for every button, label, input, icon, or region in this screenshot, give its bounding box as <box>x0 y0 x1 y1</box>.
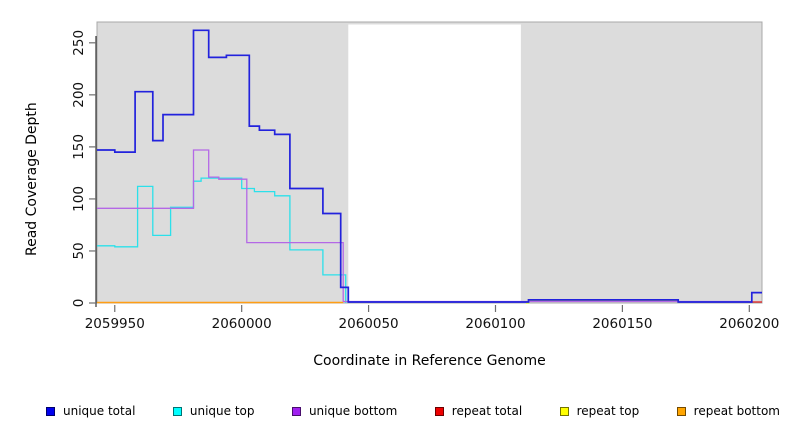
x-tick-label: 2060150 <box>592 316 652 332</box>
series-unique-bottom <box>97 149 750 303</box>
y-axis-title: Read Coverage Depth <box>24 102 40 256</box>
legend-swatch-unique-bottom <box>291 406 301 416</box>
legend-item-unique-bottom: unique bottom <box>291 404 398 418</box>
legend-label: repeat total <box>451 404 523 418</box>
x-tick-label: 2060000 <box>212 316 272 332</box>
highlight-region <box>348 24 521 303</box>
y-tick-label: 50 <box>71 242 87 259</box>
legend-swatch-repeat-total <box>434 406 444 416</box>
x-axis-title: Coordinate in Reference Genome <box>313 353 546 369</box>
legend-swatch-unique-total <box>46 406 55 416</box>
x-tick-label: 2060200 <box>719 316 779 332</box>
legend-item-unique-total: unique total <box>46 404 135 418</box>
legend-item-unique-top: unique top <box>172 404 255 418</box>
legend-swatch-repeat-bottom <box>676 406 686 416</box>
y-tick-label: 200 <box>71 82 87 108</box>
y-tick-label: 100 <box>71 186 87 212</box>
y-tick-label: 250 <box>71 30 87 56</box>
x-tick-label: 2060100 <box>465 316 525 332</box>
legend-swatch-repeat-top <box>559 406 569 416</box>
series-unique-top <box>97 177 347 303</box>
legend-label: repeat top <box>576 404 640 418</box>
legend-item-repeat-bottom: repeat bottom <box>676 404 780 418</box>
legend-swatch-unique-top <box>172 406 182 416</box>
series-unique-total <box>97 29 762 303</box>
legend-label: repeat bottom <box>693 404 780 418</box>
y-tick-label: 0 <box>71 299 87 308</box>
x-tick-label: 2060050 <box>339 316 399 332</box>
y-tick-label: 150 <box>71 134 87 160</box>
coverage-chart-canvas: 0 50 100 150 200 250 2059950 2060000 2060050 2060… <box>71 21 779 332</box>
chart-legend: unique total unique top unique bottom repea… <box>46 401 780 421</box>
x-tick-label: 2059950 <box>85 316 145 332</box>
legend-item-repeat-total: repeat total <box>434 404 523 418</box>
legend-label: unique bottom <box>308 404 398 418</box>
legend-label: unique total <box>63 404 136 418</box>
legend-item-repeat-top: repeat top <box>559 404 640 418</box>
legend-label: unique top <box>189 404 255 418</box>
